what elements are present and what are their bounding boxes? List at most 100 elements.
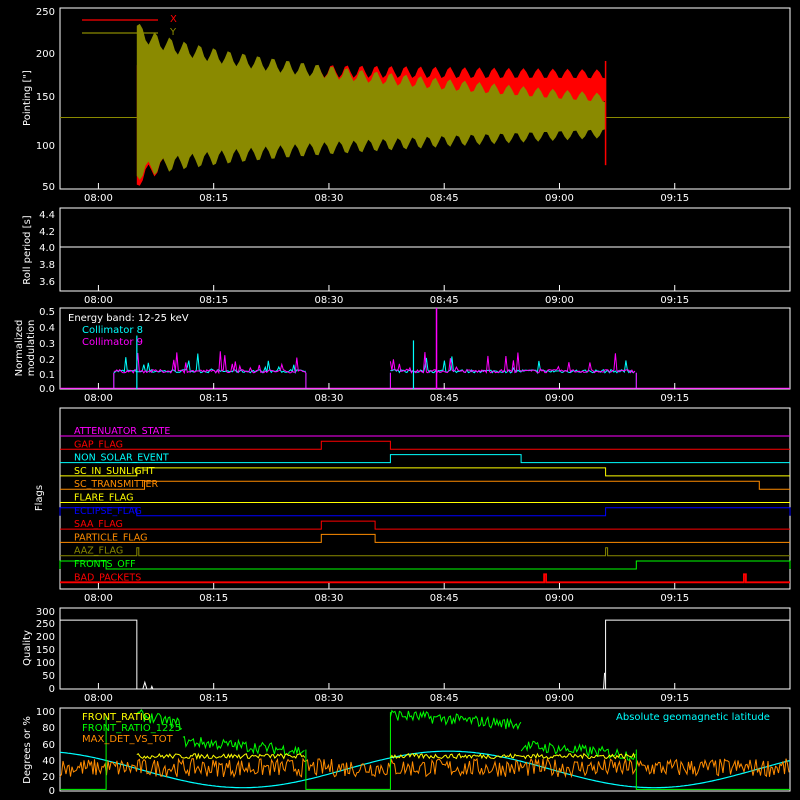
xtick-label: 08:00 xyxy=(84,593,113,604)
flag-label: SC_TRANSMITTER xyxy=(74,479,159,490)
xtick-label: 08:45 xyxy=(430,693,459,704)
quality-ylabel: Quality xyxy=(22,630,33,666)
modulation-ylabel-line2: modulation xyxy=(26,320,37,377)
roll-panel: Roll period [s] 4.4 4.2 4.0 3.8 3.6 08:0… xyxy=(22,207,791,306)
modulation-data xyxy=(60,308,790,389)
xtick-label: 09:00 xyxy=(545,295,574,306)
flag-label: ATTENUATOR_STATE xyxy=(74,426,170,437)
modulation-ytick: 0.2 xyxy=(39,355,55,366)
xtick-label: 08:15 xyxy=(199,295,228,306)
ratios-ytick: 0 xyxy=(49,786,55,797)
roll-ytick: 4.2 xyxy=(39,227,55,238)
xtick-label: 08:00 xyxy=(84,295,113,306)
pointing-ytick: 100 xyxy=(36,141,55,152)
xtick-label: 09:00 xyxy=(545,393,574,404)
roll-ytick: 4.4 xyxy=(39,210,55,221)
quality-spikes xyxy=(603,672,606,690)
flag-label: AAZ_FLAG xyxy=(74,546,123,557)
max-det-vs-tot-trace xyxy=(59,757,790,779)
xtick-label: 08:00 xyxy=(84,393,113,404)
front-ratio-1225-trace xyxy=(520,740,636,761)
legend-label-x: X xyxy=(170,14,177,25)
flags-panel: Flags ATTENUATOR_STATE GAP_FLAG NON_SOLAR_… xyxy=(34,407,791,604)
pointing-yticks: 250 200 150 100 50 xyxy=(36,7,55,193)
roll-frame xyxy=(59,207,791,292)
pointing-legend: X Y xyxy=(82,14,177,38)
roll-xticks: 08:00 08:15 08:30 08:45 09:00 09:15 xyxy=(84,285,689,306)
flag-trace xyxy=(60,480,790,490)
xtick-label: 08:15 xyxy=(199,193,228,204)
flag-trace xyxy=(60,467,790,477)
energy-band-label: Energy band: 12-25 keV xyxy=(68,313,189,324)
xtick-label: 09:00 xyxy=(545,593,574,604)
quality-xticks: 08:00 08:15 08:30 08:45 09:00 09:15 xyxy=(84,683,689,704)
front-ratio-1225-trace xyxy=(389,709,522,731)
front-ratio-1225-trace xyxy=(635,749,790,790)
quality-spikes xyxy=(142,680,154,690)
modulation-xticks: 08:00 08:15 08:30 08:45 09:00 09:15 xyxy=(84,383,689,404)
flags-xticks: 08:00 08:15 08:30 08:45 09:00 09:15 xyxy=(84,583,689,604)
flag-trace xyxy=(59,507,791,517)
xtick-label: 09:15 xyxy=(660,693,689,704)
xtick-label: 08:30 xyxy=(315,593,344,604)
roll-ytick: 3.8 xyxy=(39,260,55,271)
ratios-ytick: 60 xyxy=(42,740,55,751)
quality-ytick: 200 xyxy=(36,632,55,643)
flag-label: FLARE_FLAG xyxy=(74,493,134,504)
roll-yticks: 4.4 4.2 4.0 3.8 3.6 xyxy=(39,210,55,288)
pointing-panel: Pointing ["] 250 200 150 100 50 X Y 08:0… xyxy=(22,7,791,204)
flag-trace xyxy=(60,533,790,543)
flag-label: BAD_PACKETS xyxy=(74,572,141,583)
front-ratio-1225-trace xyxy=(305,712,391,790)
quality-yticks: 300 250 200 150 100 50 0 xyxy=(36,607,55,695)
flag-trace xyxy=(60,520,790,530)
ratios-ylabel: Degrees or % xyxy=(22,716,33,784)
pointing-ytick: 50 xyxy=(42,182,55,193)
pointing-ytick: 250 xyxy=(36,7,55,18)
flags-frame xyxy=(59,407,791,590)
legend-geomagnetic-latitude: Absolute geomagnetic latitude xyxy=(616,712,770,723)
quality-ytick: 0 xyxy=(49,684,55,695)
front-ratio-1225-trace xyxy=(60,716,107,790)
ratios-panel: Degrees or % 100 80 60 40 20 0 FRONT_RAT… xyxy=(22,707,791,797)
legend-collimator-8: Collimator 8 xyxy=(82,325,143,336)
roll-ylabel: Roll period [s] xyxy=(22,215,33,284)
ratios-data xyxy=(59,709,791,790)
modulation-ytick: 0.5 xyxy=(39,307,55,318)
quality-trace xyxy=(60,619,790,690)
xtick-label: 08:30 xyxy=(315,393,344,404)
pointing-ytick: 150 xyxy=(36,92,55,103)
flag-trace xyxy=(60,440,790,450)
xtick-label: 09:15 xyxy=(660,393,689,404)
modulation-legend: Energy band: 12-25 keV Collimator 8 Coll… xyxy=(68,313,189,348)
front-ratio-trace xyxy=(389,752,636,760)
pointing-xticks: 08:00 08:15 08:30 08:45 09:00 09:15 xyxy=(84,183,689,204)
ratios-ytick: 40 xyxy=(42,756,55,767)
quality-ytick: 150 xyxy=(36,645,55,656)
flag-trace xyxy=(59,560,791,570)
xtick-label: 08:45 xyxy=(430,593,459,604)
modulation-ytick: 0.0 xyxy=(39,384,55,395)
pointing-ytick: 200 xyxy=(36,49,55,60)
flag-trace xyxy=(60,454,790,464)
xtick-label: 09:15 xyxy=(660,295,689,306)
pointing-y-band xyxy=(136,23,606,180)
xtick-label: 08:30 xyxy=(315,193,344,204)
flag-label: PARTICLE_FLAG xyxy=(74,532,147,543)
flag-label: GAP_FLAG xyxy=(74,439,123,450)
modulation-trace xyxy=(113,351,307,375)
modulation-trace xyxy=(389,352,636,374)
xtick-label: 08:00 xyxy=(84,693,113,704)
front-ratio-1225-trace xyxy=(182,736,305,757)
xtick-label: 08:30 xyxy=(315,693,344,704)
pointing-frame xyxy=(59,7,791,190)
pointing-data xyxy=(60,23,790,186)
modulation-ytick: 0.3 xyxy=(39,339,55,350)
xtick-label: 09:00 xyxy=(545,193,574,204)
xtick-label: 08:00 xyxy=(84,193,113,204)
xtick-label: 09:00 xyxy=(545,693,574,704)
geomagnetic-latitude-trace xyxy=(59,750,791,789)
modulation-frame xyxy=(59,307,791,390)
modulation-panel: Normalized modulation 0.5 0.4 0.3 0.2 0.… xyxy=(14,307,791,404)
